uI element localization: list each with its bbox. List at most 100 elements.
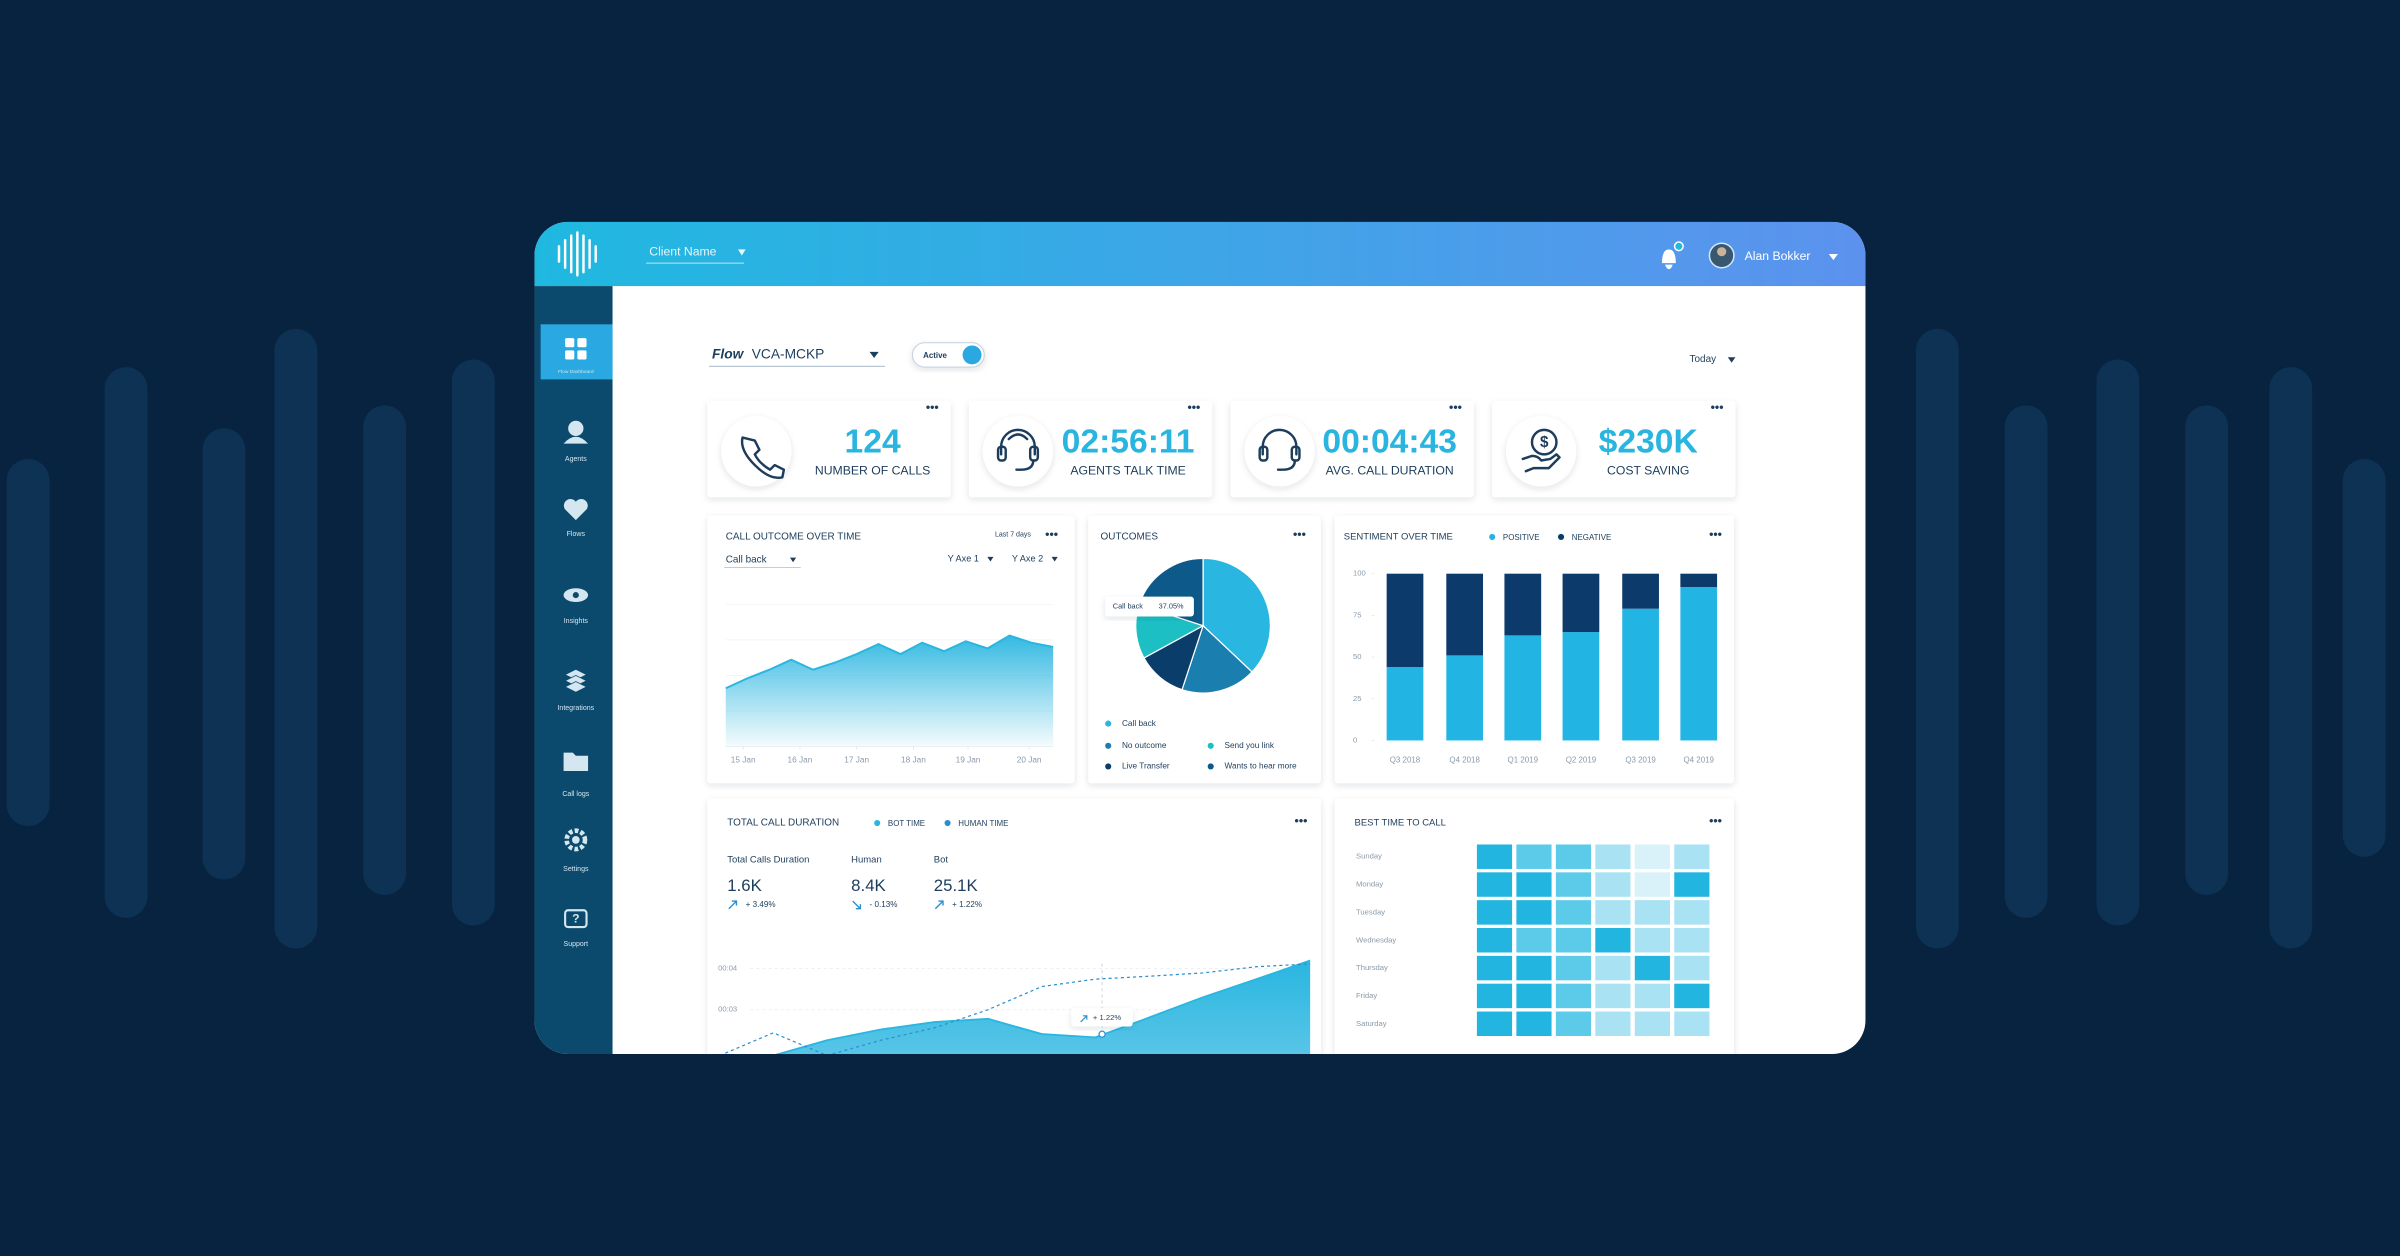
legend-label: POSITIVE [1503, 533, 1540, 542]
status-label: Active [923, 351, 947, 360]
client-selector[interactable]: Client Name [649, 245, 716, 259]
nav-item[interactable]: Call logs [562, 752, 590, 798]
x-tick-label: 20 Jan [1017, 756, 1042, 765]
stat-value: 1.6K [727, 876, 762, 895]
panel-title: BEST TIME TO CALL [1355, 818, 1446, 829]
nav-item[interactable]: Settings [563, 828, 589, 873]
area-fill [725, 635, 1054, 747]
hover-point [1098, 1030, 1106, 1038]
legend-swatch [1207, 763, 1214, 770]
kpi-icon-bg [1244, 416, 1315, 487]
bar-segment [1504, 635, 1542, 741]
user-menu[interactable]: Alan Bokker [1745, 249, 1811, 263]
kpi-icon [1276, 459, 1297, 471]
more-menu[interactable]: ••• [1295, 814, 1308, 828]
heat-cell [1476, 983, 1513, 1009]
legend-label: Call back [1122, 719, 1157, 728]
kpi-icon [1521, 453, 1561, 473]
heat-cell [1634, 900, 1670, 925]
nav-item[interactable]: Flow Dashboard [558, 338, 594, 375]
decor-pill [274, 328, 318, 949]
bar-segment [1680, 587, 1718, 741]
legend-label: Wants to hear more [1224, 762, 1297, 771]
nav-item[interactable]: Flows [563, 499, 588, 538]
legend-label: Send you link [1224, 741, 1274, 750]
axis-selector[interactable]: Y Axe 2 [1012, 554, 1043, 564]
nav-icon [565, 338, 575, 348]
flow-label: Flow [712, 347, 745, 362]
more-menu[interactable]: ••• [1045, 528, 1058, 542]
decor-pill [2342, 458, 2386, 857]
y-tick-label: 00:04 [718, 963, 738, 972]
heat-cell [1555, 983, 1592, 1009]
heat-cell [1476, 900, 1513, 925]
bar-segment [1504, 573, 1542, 636]
bar-segment [1562, 632, 1600, 741]
more-menu[interactable]: ••• [1293, 528, 1306, 542]
trend-arrow [1080, 1015, 1088, 1023]
filter-selector[interactable]: Call back [726, 555, 767, 566]
heat-cell [1674, 844, 1710, 869]
nav-item[interactable]: Integrations [557, 668, 595, 712]
nav-item[interactable]: ? Support [564, 909, 589, 948]
nav-icon [564, 681, 588, 693]
kpi-label: COST SAVING [1607, 463, 1689, 477]
heat-cell [1634, 1011, 1670, 1037]
legend-label: HUMAN TIME [958, 819, 1008, 828]
more-menu[interactable]: ••• [1449, 401, 1462, 415]
heat-cell [1674, 955, 1710, 981]
tooltip [1071, 1008, 1133, 1027]
panel-title: OUTCOMES [1101, 532, 1159, 543]
nav-icon [563, 752, 589, 772]
panel-title: TOTAL CALL DURATION [727, 818, 839, 829]
heat-cell [1555, 1011, 1592, 1037]
legend-swatch [1207, 742, 1214, 749]
heat-cell [1634, 955, 1670, 981]
x-tick-label: 18 Jan [901, 756, 926, 765]
nav-label: Agents [565, 456, 587, 463]
more-menu[interactable]: ••• [1709, 528, 1722, 542]
nav-item[interactable]: Insights [563, 588, 589, 625]
bar-segment [1562, 573, 1600, 633]
notification-bell[interactable] [1662, 249, 1676, 270]
kpi-value: 124 [845, 424, 901, 461]
nav-label: Flows [567, 531, 586, 538]
dropdown-caret [869, 351, 879, 358]
heat-cell [1555, 872, 1592, 897]
dropdown-caret [1051, 556, 1058, 562]
y-tick-label: 100 [1353, 569, 1366, 578]
legend-swatch [1489, 533, 1496, 541]
heat-cell [1476, 955, 1513, 981]
x-tick-label: Q1 2019 [1508, 755, 1539, 764]
heat-cell [1595, 1011, 1631, 1037]
flow-selector[interactable]: VCA-MCKP [752, 347, 825, 362]
y-tick-label: 0 [1353, 735, 1357, 744]
x-tick-label: Q4 2018 [1449, 755, 1480, 764]
heat-cell [1674, 900, 1710, 925]
more-menu[interactable]: ••• [1711, 401, 1724, 415]
more-menu[interactable]: ••• [1187, 401, 1200, 415]
axis-selector[interactable]: Y Axe 1 [948, 554, 979, 564]
x-tick-label: Q4 2019 [1684, 755, 1715, 764]
y-tick-label: 00:03 [718, 1005, 737, 1014]
bar-segment [1386, 667, 1424, 741]
heat-cell [1674, 928, 1710, 953]
row-label: Wednesday [1356, 935, 1396, 944]
bar-segment [1446, 573, 1484, 656]
more-menu[interactable]: ••• [1709, 814, 1722, 828]
range-selector[interactable]: Last 7 days [995, 532, 1031, 539]
nav-icon [565, 350, 575, 360]
heat-cell [1634, 928, 1670, 953]
y-tick-label: 50 [1353, 652, 1361, 661]
period-selector[interactable]: Today [1690, 354, 1717, 365]
nav-label: Support [564, 941, 589, 948]
stat-change: - 0.13% [870, 900, 898, 909]
x-tick-label: Q3 2018 [1390, 755, 1421, 764]
nav-item[interactable]: Agents [563, 420, 589, 463]
x-tick-label: 15 Jan [731, 756, 756, 765]
decor-pill [6, 458, 50, 827]
legend-label: No outcome [1122, 741, 1167, 750]
more-menu[interactable]: ••• [926, 401, 939, 415]
legend-swatch [1105, 720, 1112, 727]
